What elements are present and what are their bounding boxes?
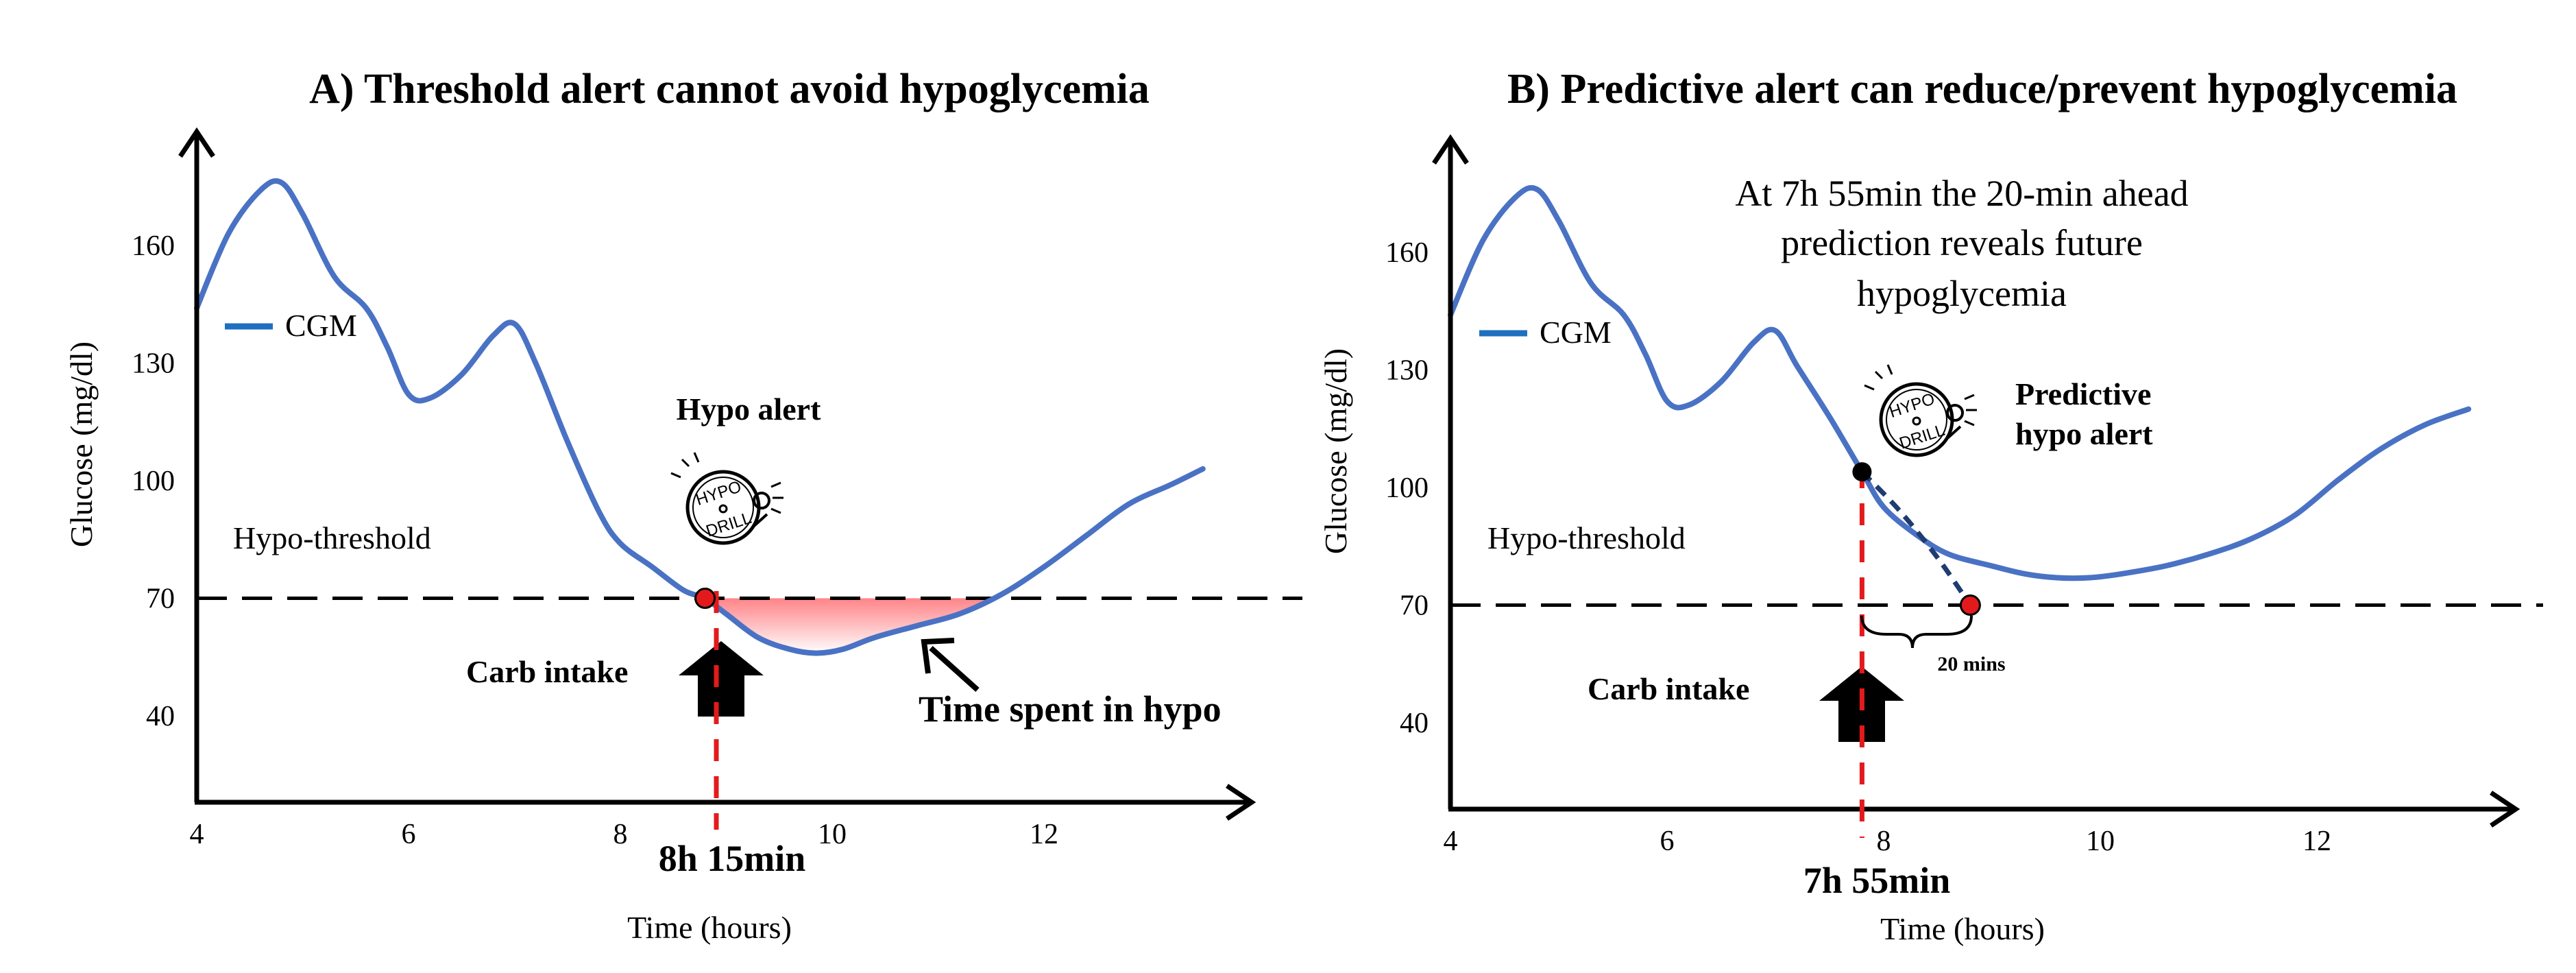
y-tick-label: 160 (1385, 237, 1429, 269)
panel-a-hypo-drill-bell-icon: HYPO DRILL (670, 452, 783, 545)
panel-b-x-arrowhead (2490, 791, 2520, 828)
panel-a-carb-label: Carb intake (466, 654, 628, 689)
panel-b-prediction-text-line-1: At 7h 55min the 20-min ahead (1735, 173, 2188, 214)
panel-b-x-ticks: 4 6 8 10 12 (1444, 826, 2332, 857)
panel-a-carb-arrow (679, 641, 764, 717)
panel-b-alert-point (1959, 594, 1981, 616)
panel-a-legend-label: CGM (285, 308, 357, 343)
panel-a-legend: CGM (225, 308, 357, 343)
panel-b: B) Predictive alert can reduce/prevent h… (1318, 66, 2543, 946)
panel-a-title: A) Threshold alert cannot avoid hypoglyc… (309, 66, 1150, 112)
panel-a-cgm-line (194, 178, 1206, 656)
y-tick-label: 100 (1385, 472, 1429, 504)
panel-a-hypo-pointer-line (929, 646, 980, 692)
x-tick-label: 12 (2302, 826, 2331, 857)
y-tick-label: 160 (132, 230, 175, 262)
y-tick-label: 100 (132, 466, 175, 497)
panel-b-y-axis-label: Glucose (mg/dl) (1318, 348, 1353, 554)
panel-a-x-arrowhead (1226, 784, 1256, 821)
panel-a-y-axis-label: Glucose (mg/dl) (64, 341, 99, 547)
panel-b-y-arrowhead (1432, 134, 1469, 165)
panel-a-threshold-label: Hypo-threshold (233, 520, 431, 555)
panel-a-y-arrowhead (178, 127, 215, 158)
panel-b-alert-label-line-2: hypo alert (2015, 416, 2153, 451)
panel-b-axes (1432, 134, 2520, 828)
x-tick-label: 12 (1030, 819, 1058, 850)
panel-b-predict-time-label: 7h 55min (1803, 860, 1951, 901)
panel-a: A) Threshold alert cannot avoid hypoglyc… (64, 66, 1302, 945)
panel-b-threshold-label: Hypo-threshold (1487, 520, 1686, 555)
panel-b-legend-label: CGM (1540, 315, 1612, 350)
panel-b-x-axis-label: Time (hours) (1880, 911, 2045, 946)
x-tick-label: 4 (190, 819, 204, 850)
y-tick-label: 130 (132, 348, 175, 379)
y-tick-label: 40 (1400, 708, 1429, 739)
panel-b-prediction-line (1860, 470, 1973, 607)
panel-b-carb-label: Carb intake (1588, 671, 1749, 706)
panel-b-y-ticks: 40 70 100 130 160 (1385, 237, 1429, 739)
panel-b-predict-point (1852, 462, 1872, 482)
panel-a-x-ticks: 4 6 8 10 12 (190, 819, 1059, 850)
panel-a-hypo-area (705, 598, 997, 653)
x-tick-label: 8 (1877, 826, 1891, 857)
panel-b-hypo-drill-bell-icon: HYPO DRILL (1864, 364, 1977, 457)
panel-b-prediction-text-line-2: prediction reveals future (1781, 222, 2143, 263)
panel-b-alert-label-line-1: Predictive (2015, 376, 2151, 411)
panel-a-hypo-pointer-head (921, 638, 955, 674)
x-tick-label: 10 (2086, 826, 2115, 857)
x-tick-label: 6 (402, 819, 416, 850)
panel-a-hypo-label: Time spent in hypo (919, 688, 1222, 730)
x-tick-label: 8 (613, 819, 628, 850)
y-tick-label: 70 (1400, 590, 1429, 622)
y-tick-label: 40 (146, 701, 175, 732)
panel-a-axes (178, 127, 1256, 821)
y-tick-label: 130 (1385, 355, 1429, 386)
panel-a-alert-label: Hypo alert (677, 392, 821, 427)
panel-b-horizon-brace (1860, 615, 1973, 649)
x-tick-label: 6 (1660, 826, 1675, 857)
panel-b-legend: CGM (1479, 315, 1612, 350)
panel-b-prediction-text-line-3: hypoglycemia (1857, 273, 2067, 314)
panel-a-alert-time-label: 8h 15min (659, 838, 806, 879)
panel-b-title: B) Predictive alert can reduce/prevent h… (1507, 66, 2457, 112)
panel-b-horizon-label: 20 mins (1937, 653, 2005, 675)
panel-a-y-ticks: 40 70 100 130 160 (132, 230, 175, 732)
x-tick-label: 4 (1444, 826, 1458, 857)
panel-a-x-axis-label: Time (hours) (627, 910, 792, 945)
x-tick-label: 10 (818, 819, 847, 850)
y-tick-label: 70 (146, 584, 175, 615)
panel-a-alert-point (694, 588, 716, 610)
